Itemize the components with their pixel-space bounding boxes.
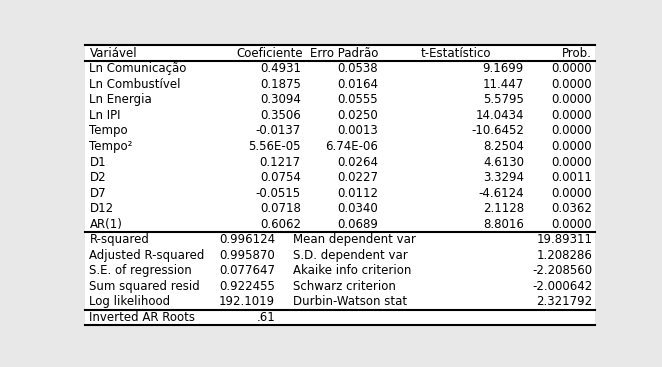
Text: -2.208560: -2.208560 bbox=[532, 264, 592, 277]
Text: 4.6130: 4.6130 bbox=[483, 156, 524, 168]
Text: Akaike info criterion: Akaike info criterion bbox=[293, 264, 412, 277]
Text: 0.1875: 0.1875 bbox=[260, 78, 301, 91]
Text: 0.0000: 0.0000 bbox=[551, 156, 592, 168]
Text: 9.1699: 9.1699 bbox=[483, 62, 524, 75]
Text: Inverted AR Roots: Inverted AR Roots bbox=[89, 311, 195, 324]
Text: 0.6062: 0.6062 bbox=[260, 218, 301, 231]
Text: D12: D12 bbox=[89, 202, 114, 215]
Text: 11.447: 11.447 bbox=[483, 78, 524, 91]
Text: 0.0555: 0.0555 bbox=[337, 93, 378, 106]
Text: Prob.: Prob. bbox=[562, 47, 592, 60]
Text: -0.0515: -0.0515 bbox=[256, 186, 301, 200]
Text: 0.0112: 0.0112 bbox=[337, 186, 378, 200]
Text: D7: D7 bbox=[89, 186, 106, 200]
Text: 8.2504: 8.2504 bbox=[483, 140, 524, 153]
Text: 192.1019: 192.1019 bbox=[219, 295, 275, 308]
Text: 0.0689: 0.0689 bbox=[337, 218, 378, 231]
Text: -2.000642: -2.000642 bbox=[532, 280, 592, 293]
Text: 0.995870: 0.995870 bbox=[219, 249, 275, 262]
Text: S.E. of regression: S.E. of regression bbox=[89, 264, 192, 277]
Text: Ln IPI: Ln IPI bbox=[89, 109, 121, 122]
Text: 19.89311: 19.89311 bbox=[536, 233, 592, 246]
Text: 3.3294: 3.3294 bbox=[483, 171, 524, 184]
Text: 6.74E-06: 6.74E-06 bbox=[325, 140, 378, 153]
Text: 0.0000: 0.0000 bbox=[551, 78, 592, 91]
Text: Log likelihood: Log likelihood bbox=[89, 295, 171, 308]
Text: t-Estatístico: t-Estatístico bbox=[421, 47, 491, 60]
Text: Adjusted R-squared: Adjusted R-squared bbox=[89, 249, 205, 262]
Text: 0.0718: 0.0718 bbox=[260, 202, 301, 215]
Text: Variável: Variável bbox=[89, 47, 137, 60]
Text: D1: D1 bbox=[89, 156, 106, 168]
Text: 1.208286: 1.208286 bbox=[536, 249, 592, 262]
Text: 0.996124: 0.996124 bbox=[219, 233, 275, 246]
Text: Tempo²: Tempo² bbox=[89, 140, 133, 153]
Text: 0.0000: 0.0000 bbox=[551, 186, 592, 200]
Text: 0.0000: 0.0000 bbox=[551, 124, 592, 137]
Text: 0.0164: 0.0164 bbox=[337, 78, 378, 91]
Text: Erro Padrão: Erro Padrão bbox=[310, 47, 379, 60]
Text: Durbin-Watson stat: Durbin-Watson stat bbox=[293, 295, 407, 308]
Text: Coeficiente: Coeficiente bbox=[237, 47, 303, 60]
Text: 0.0000: 0.0000 bbox=[551, 93, 592, 106]
Text: 0.0000: 0.0000 bbox=[551, 218, 592, 231]
Text: 0.0000: 0.0000 bbox=[551, 140, 592, 153]
Text: 0.0227: 0.0227 bbox=[337, 171, 378, 184]
Text: 2.321792: 2.321792 bbox=[536, 295, 592, 308]
Text: Sum squared resid: Sum squared resid bbox=[89, 280, 200, 293]
Text: 0.0362: 0.0362 bbox=[551, 202, 592, 215]
Text: Mean dependent var: Mean dependent var bbox=[293, 233, 416, 246]
Text: -10.6452: -10.6452 bbox=[471, 124, 524, 137]
Text: Ln Combustível: Ln Combustível bbox=[89, 78, 181, 91]
Text: 14.0434: 14.0434 bbox=[475, 109, 524, 122]
Text: 5.56E-05: 5.56E-05 bbox=[248, 140, 301, 153]
Text: .61: .61 bbox=[256, 311, 275, 324]
Text: 0.0013: 0.0013 bbox=[337, 124, 378, 137]
Text: Schwarz criterion: Schwarz criterion bbox=[293, 280, 396, 293]
FancyBboxPatch shape bbox=[85, 46, 594, 325]
Text: R-squared: R-squared bbox=[89, 233, 150, 246]
Text: 0.3506: 0.3506 bbox=[260, 109, 301, 122]
Text: 0.0340: 0.0340 bbox=[337, 202, 378, 215]
Text: S.D. dependent var: S.D. dependent var bbox=[293, 249, 408, 262]
Text: 0.1217: 0.1217 bbox=[260, 156, 301, 168]
Text: -0.0137: -0.0137 bbox=[256, 124, 301, 137]
Text: 2.1128: 2.1128 bbox=[483, 202, 524, 215]
Text: Ln Energia: Ln Energia bbox=[89, 93, 152, 106]
Text: 8.8016: 8.8016 bbox=[483, 218, 524, 231]
Text: 0.0538: 0.0538 bbox=[337, 62, 378, 75]
Text: Tempo: Tempo bbox=[89, 124, 128, 137]
Text: D2: D2 bbox=[89, 171, 106, 184]
Text: 0.0000: 0.0000 bbox=[551, 109, 592, 122]
Text: 0.077647: 0.077647 bbox=[219, 264, 275, 277]
Text: 0.0754: 0.0754 bbox=[260, 171, 301, 184]
Text: 0.3094: 0.3094 bbox=[260, 93, 301, 106]
Text: Ln Comunicação: Ln Comunicação bbox=[89, 62, 187, 75]
Text: -4.6124: -4.6124 bbox=[479, 186, 524, 200]
Text: 5.5795: 5.5795 bbox=[483, 93, 524, 106]
Text: 0.0264: 0.0264 bbox=[337, 156, 378, 168]
Text: 0.0000: 0.0000 bbox=[551, 62, 592, 75]
Text: AR(1): AR(1) bbox=[89, 218, 122, 231]
Text: 0.0250: 0.0250 bbox=[337, 109, 378, 122]
Text: 0.4931: 0.4931 bbox=[260, 62, 301, 75]
Text: 0.0011: 0.0011 bbox=[551, 171, 592, 184]
Text: 0.922455: 0.922455 bbox=[219, 280, 275, 293]
